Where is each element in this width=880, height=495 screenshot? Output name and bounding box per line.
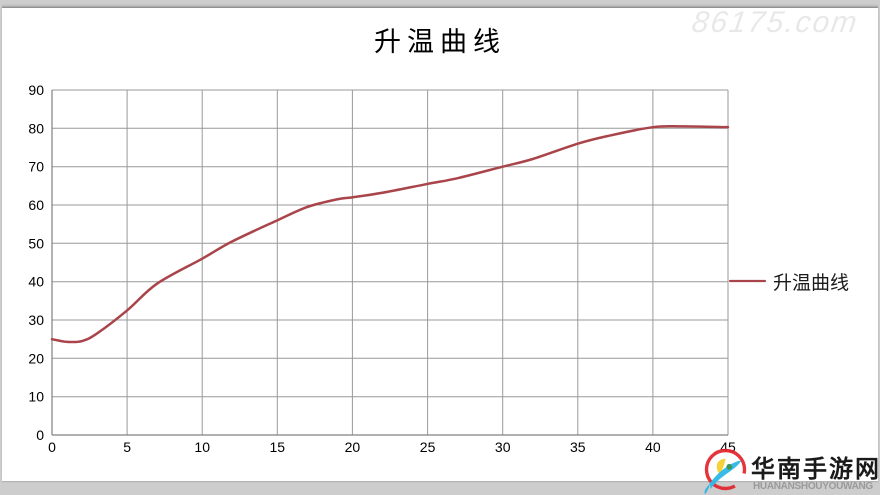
svg-text:20: 20 — [345, 439, 361, 455]
svg-text:0: 0 — [36, 427, 44, 443]
svg-text:0: 0 — [48, 439, 56, 455]
svg-text:90: 90 — [28, 82, 44, 98]
svg-text:30: 30 — [28, 312, 44, 328]
svg-text:80: 80 — [28, 120, 44, 136]
svg-text:50: 50 — [28, 235, 44, 251]
svg-text:40: 40 — [28, 274, 44, 290]
svg-text:20: 20 — [28, 350, 44, 366]
svg-text:70: 70 — [28, 159, 44, 175]
svg-text:60: 60 — [28, 197, 44, 213]
svg-text:30: 30 — [495, 439, 511, 455]
svg-text:15: 15 — [270, 439, 286, 455]
svg-text:25: 25 — [420, 439, 436, 455]
svg-text:10: 10 — [28, 389, 44, 405]
svg-text:10: 10 — [194, 439, 210, 455]
svg-text:5: 5 — [123, 439, 131, 455]
svg-text:40: 40 — [645, 439, 661, 455]
svg-text:升温曲线: 升温曲线 — [773, 272, 849, 294]
svg-text:35: 35 — [570, 439, 586, 455]
